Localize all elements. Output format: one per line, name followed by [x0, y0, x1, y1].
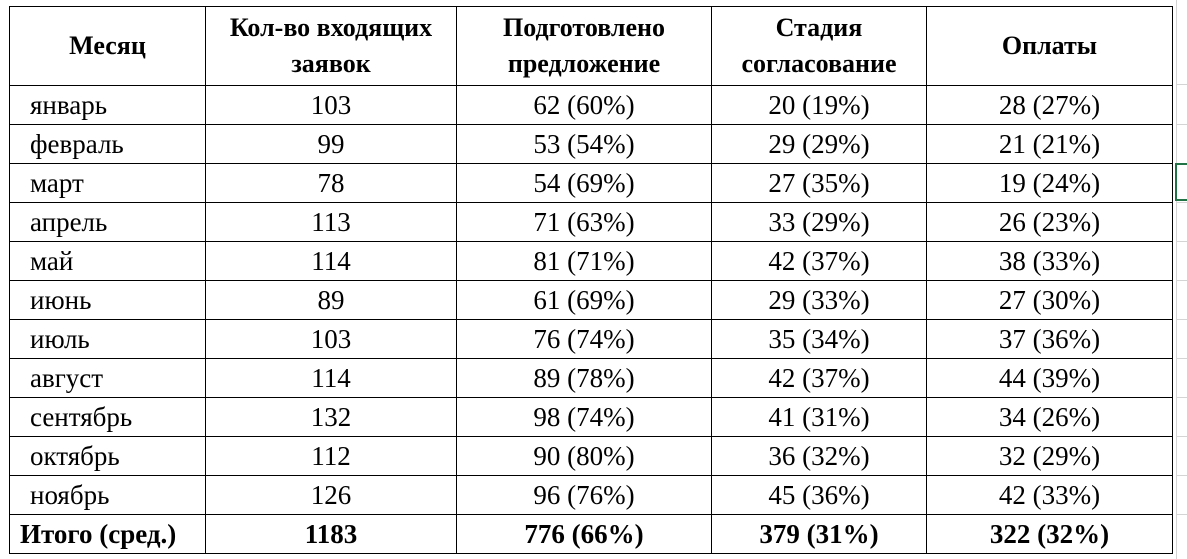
cell-month[interactable]: июль	[9, 319, 206, 359]
cell-prepared-offer[interactable]: 81 (71%)	[456, 241, 712, 281]
cell-payments[interactable]: 32 (29%)	[926, 436, 1173, 476]
sheet-gridlines	[1176, 0, 1187, 559]
cell-incoming-requests[interactable]: 114	[205, 241, 457, 281]
cell-month[interactable]: январь	[9, 85, 206, 125]
cell-prepared-offer[interactable]: 61 (69%)	[456, 280, 712, 320]
cell-month[interactable]: сентябрь	[9, 397, 206, 437]
table-body: январь 103 62 (60%) 20 (19%) 28 (27%) февраль…	[9, 85, 1173, 515]
total-cell-incoming-requests[interactable]: 1183	[205, 514, 457, 554]
table-row: январь 103 62 (60%) 20 (19%) 28 (27%)	[9, 85, 1173, 125]
cell-approval-stage[interactable]: 33 (29%)	[711, 202, 927, 242]
cell-incoming-requests[interactable]: 112	[205, 436, 457, 476]
total-row: Итого (сред.) 1183 776 (66%) 379 (31%) 3…	[9, 514, 1173, 554]
cell-payments[interactable]: 44 (39%)	[926, 358, 1173, 398]
table-row: февраль 99 53 (54%) 29 (29%) 21 (21%)	[9, 124, 1173, 164]
table-row: июль 103 76 (74%) 35 (34%) 37 (36%)	[9, 319, 1173, 359]
cell-approval-stage[interactable]: 27 (35%)	[711, 163, 927, 203]
cell-payments[interactable]: 26 (23%)	[926, 202, 1173, 242]
cell-payments[interactable]: 27 (30%)	[926, 280, 1173, 320]
table-row: октябрь 112 90 (80%) 36 (32%) 32 (29%)	[9, 436, 1173, 476]
cell-incoming-requests[interactable]: 89	[205, 280, 457, 320]
cell-payments[interactable]: 19 (24%)	[926, 163, 1173, 203]
cell-payments[interactable]: 28 (27%)	[926, 85, 1173, 125]
table-row: август 114 89 (78%) 42 (37%) 44 (39%)	[9, 358, 1173, 398]
cell-incoming-requests[interactable]: 126	[205, 475, 457, 515]
cell-incoming-requests[interactable]: 78	[205, 163, 457, 203]
table-row: сентябрь 132 98 (74%) 41 (31%) 34 (26%)	[9, 397, 1173, 437]
table-row: апрель 113 71 (63%) 33 (29%) 26 (23%)	[9, 202, 1173, 242]
report-table: Месяц Кол-во входящих заявок Подготовлен…	[9, 6, 1173, 554]
cell-incoming-requests[interactable]: 103	[205, 319, 457, 359]
cell-payments[interactable]: 38 (33%)	[926, 241, 1173, 281]
cell-month[interactable]: апрель	[9, 202, 206, 242]
cell-month[interactable]: март	[9, 163, 206, 203]
cell-incoming-requests[interactable]: 132	[205, 397, 457, 437]
cell-approval-stage[interactable]: 45 (36%)	[711, 475, 927, 515]
cell-prepared-offer[interactable]: 54 (69%)	[456, 163, 712, 203]
cell-approval-stage[interactable]: 29 (33%)	[711, 280, 927, 320]
table-row: июнь 89 61 (69%) 29 (33%) 27 (30%)	[9, 280, 1173, 320]
cell-prepared-offer[interactable]: 90 (80%)	[456, 436, 712, 476]
cell-payments[interactable]: 37 (36%)	[926, 319, 1173, 359]
cell-approval-stage[interactable]: 36 (32%)	[711, 436, 927, 476]
total-cell-label[interactable]: Итого (сред.)	[9, 514, 206, 554]
cell-month[interactable]: октябрь	[9, 436, 206, 476]
cell-month[interactable]: ноябрь	[9, 475, 206, 515]
cell-prepared-offer[interactable]: 76 (74%)	[456, 319, 712, 359]
header-row: Месяц Кол-во входящих заявок Подготовлен…	[9, 6, 1173, 86]
cell-payments[interactable]: 34 (26%)	[926, 397, 1173, 437]
cell-prepared-offer[interactable]: 62 (60%)	[456, 85, 712, 125]
header-cell-prepared-offer[interactable]: Подготовлено предложение	[456, 6, 712, 86]
cell-approval-stage[interactable]: 20 (19%)	[711, 85, 927, 125]
cell-approval-stage[interactable]: 42 (37%)	[711, 241, 927, 281]
header-cell-month[interactable]: Месяц	[9, 6, 206, 86]
total-cell-payments[interactable]: 322 (32%)	[926, 514, 1173, 554]
cell-approval-stage[interactable]: 29 (29%)	[711, 124, 927, 164]
total-cell-approval-stage[interactable]: 379 (31%)	[711, 514, 927, 554]
cell-incoming-requests[interactable]: 114	[205, 358, 457, 398]
cell-prepared-offer[interactable]: 96 (76%)	[456, 475, 712, 515]
table-row: март 78 54 (69%) 27 (35%) 19 (24%)	[9, 163, 1173, 203]
selected-cell-indicator[interactable]	[1175, 163, 1187, 201]
table-row: май 114 81 (71%) 42 (37%) 38 (33%)	[9, 241, 1173, 281]
table-row: ноябрь 126 96 (76%) 45 (36%) 42 (33%)	[9, 475, 1173, 515]
cell-approval-stage[interactable]: 35 (34%)	[711, 319, 927, 359]
cell-approval-stage[interactable]: 42 (37%)	[711, 358, 927, 398]
cell-approval-stage[interactable]: 41 (31%)	[711, 397, 927, 437]
header-cell-approval-stage[interactable]: Стадия согласование	[711, 6, 927, 86]
cell-prepared-offer[interactable]: 89 (78%)	[456, 358, 712, 398]
cell-payments[interactable]: 42 (33%)	[926, 475, 1173, 515]
cell-month[interactable]: февраль	[9, 124, 206, 164]
cell-prepared-offer[interactable]: 53 (54%)	[456, 124, 712, 164]
cell-prepared-offer[interactable]: 71 (63%)	[456, 202, 712, 242]
cell-prepared-offer[interactable]: 98 (74%)	[456, 397, 712, 437]
cell-incoming-requests[interactable]: 99	[205, 124, 457, 164]
header-cell-payments[interactable]: Оплаты	[926, 6, 1173, 86]
cell-incoming-requests[interactable]: 103	[205, 85, 457, 125]
cell-incoming-requests[interactable]: 113	[205, 202, 457, 242]
header-cell-incoming-requests[interactable]: Кол-во входящих заявок	[205, 6, 457, 86]
cell-month[interactable]: июнь	[9, 280, 206, 320]
cell-month[interactable]: май	[9, 241, 206, 281]
cell-month[interactable]: август	[9, 358, 206, 398]
cell-payments[interactable]: 21 (21%)	[926, 124, 1173, 164]
total-cell-prepared-offer[interactable]: 776 (66%)	[456, 514, 712, 554]
